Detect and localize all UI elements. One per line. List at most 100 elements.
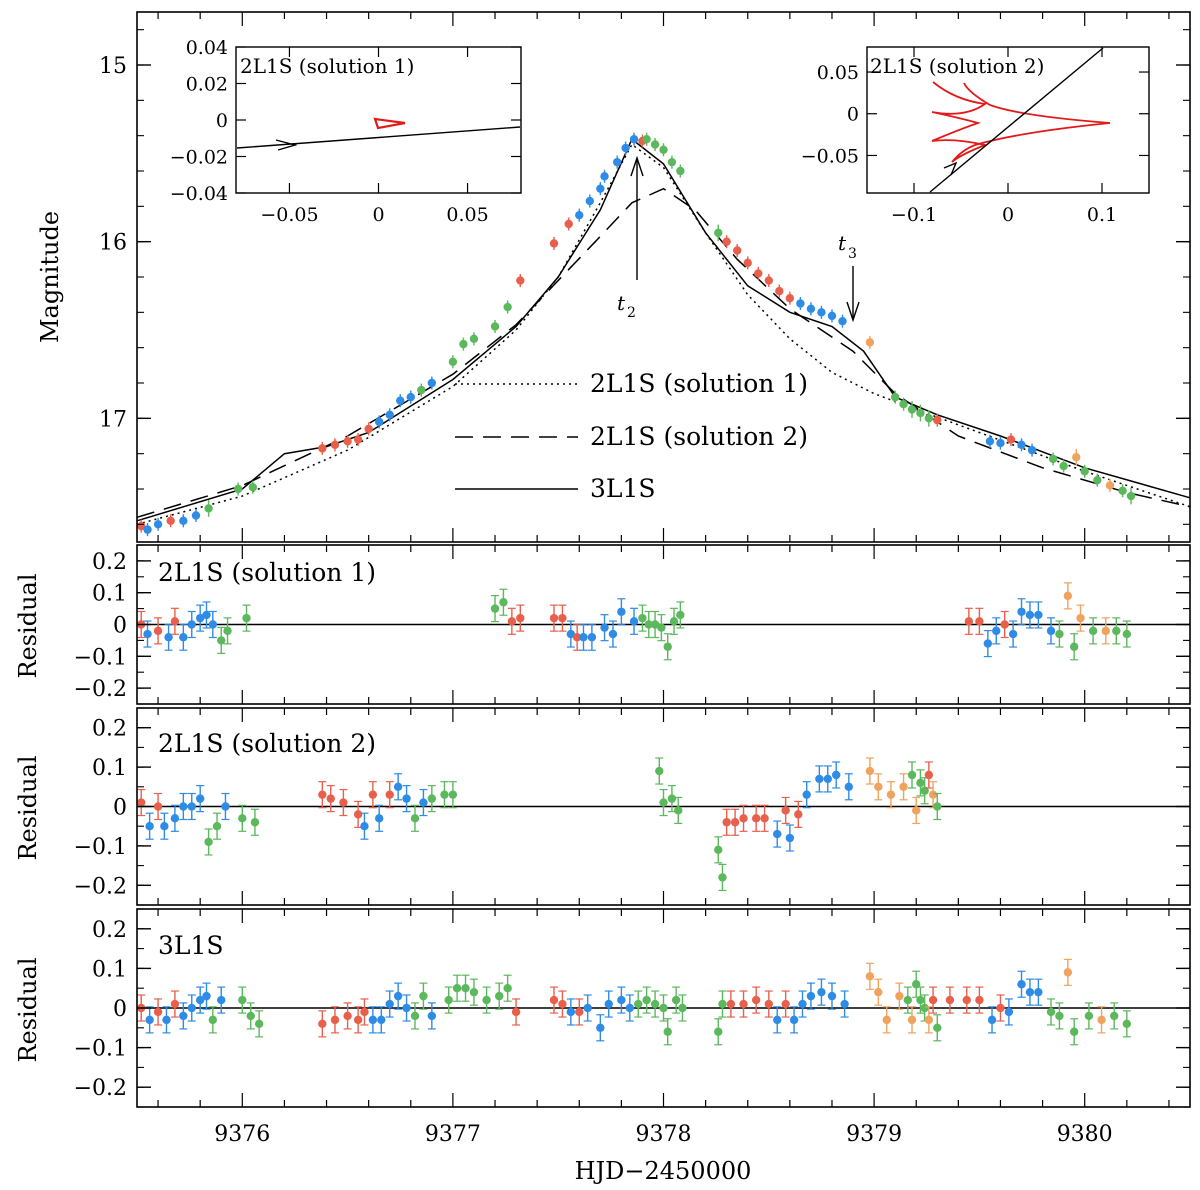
residual-point [410, 1011, 420, 1021]
magnitude-point [985, 437, 995, 446]
inset1-trajectory-arrow [275, 139, 298, 151]
residual-point [170, 814, 180, 823]
annotation-t2: t 2 [617, 155, 644, 321]
residual-point [223, 626, 232, 636]
residual-point [558, 613, 567, 623]
residual-point [448, 790, 458, 799]
magnitude-point [248, 483, 258, 492]
residual-point [353, 1015, 363, 1025]
magnitude-point [907, 405, 917, 414]
inset-x-tick-label: 0.05 [446, 204, 488, 226]
residual-point [170, 999, 180, 1009]
residual-point [402, 794, 411, 803]
inset-y-tick-label: 0.05 [817, 62, 859, 84]
residual-point [815, 774, 824, 784]
magnitude-point [1118, 486, 1127, 495]
magnitude-point [143, 525, 152, 534]
residual-tick-label: 0.2 [92, 550, 127, 575]
residual-point [1069, 1027, 1079, 1036]
residual-point [781, 806, 790, 815]
magnitude-point [1027, 445, 1037, 455]
residual-point [1046, 626, 1056, 636]
residual-point [137, 798, 146, 807]
residual-point [874, 782, 883, 791]
inset-y-tick-label: −0.04 [170, 183, 228, 205]
residual-point [187, 620, 196, 629]
residual-point [318, 1019, 327, 1029]
residual-point [516, 613, 525, 623]
inset-y-tick-label: −0.02 [170, 147, 228, 169]
magnitude-point [1048, 454, 1058, 464]
top-axis-ticks: 15 16 17 [99, 29, 1190, 525]
residual-point [1063, 591, 1073, 601]
residual-point [781, 999, 790, 1009]
inset-x-tick-label: 0 [372, 204, 384, 226]
inset1-label: 2L1S (solution 1) [240, 54, 414, 78]
residual-point [650, 620, 660, 629]
magnitude-tick-label: 16 [99, 231, 127, 256]
residual-point [634, 999, 643, 1009]
residual-point [1004, 1007, 1014, 1017]
residual-point [975, 617, 984, 626]
residual-point [353, 810, 363, 819]
residual-point [644, 620, 653, 629]
residual-point [1017, 607, 1026, 616]
residual-point [444, 995, 453, 1005]
residual-tick-label: 0 [113, 997, 127, 1022]
magnitude-point [916, 408, 925, 418]
residual-point [844, 782, 854, 791]
magnitude-point [1126, 491, 1136, 501]
residual-point [1097, 1015, 1106, 1025]
magnitude-point [676, 166, 685, 176]
residual-point [659, 1003, 668, 1013]
magnitude-point [585, 196, 594, 206]
inset-y-tick-label: 0 [216, 110, 228, 132]
residual-point [751, 995, 761, 1005]
residual-point [674, 806, 683, 815]
residual-point [975, 995, 984, 1005]
residual-point [330, 1015, 340, 1025]
inset-y-tick-label: 0 [847, 104, 859, 126]
residual-point [208, 620, 218, 629]
residual-point [187, 1003, 196, 1013]
residual-point [195, 794, 205, 803]
inset2-trajectory-arrow [943, 161, 958, 176]
legend: 2L1S (solution 1) 2L1S (solution 2) 3L1S [455, 369, 808, 503]
residual-point [625, 1003, 635, 1013]
magnitude-point [838, 316, 847, 326]
inset2-label: 2L1S (solution 2) [870, 54, 1044, 78]
legend-label-solution2: 2L1S (solution 2) [590, 422, 808, 451]
residual-point [360, 1007, 369, 1017]
inset-solution1: −0.05 0 0.05 0.04 0.02 0 −0.02 −0.04 2L1S (solu… [170, 37, 522, 226]
magnitude-point [806, 304, 816, 313]
x-tick-label: 9376 [214, 1122, 270, 1147]
residual-point [162, 1015, 171, 1025]
residual-point [566, 629, 576, 639]
magnitude-point [1105, 481, 1115, 490]
residual-point [726, 999, 736, 1009]
residual-point [482, 995, 491, 1005]
residual-point [608, 629, 618, 639]
inset1-ticks: −0.05 0 0.05 0.04 0.02 0 −0.02 −0.04 [170, 37, 521, 226]
residual-point [1008, 629, 1018, 639]
residual-point [678, 1003, 687, 1013]
magnitude-point [1080, 467, 1089, 476]
magnitude-point [353, 435, 363, 444]
residual-point [368, 790, 378, 799]
residual-point [1034, 987, 1043, 997]
residual-point [642, 995, 651, 1005]
residual-point [1025, 610, 1035, 620]
residual-point [1122, 1019, 1132, 1029]
residual-point [579, 633, 588, 642]
residual-point [928, 995, 938, 1005]
magnitude-point [204, 504, 213, 513]
residual-point [596, 1023, 605, 1032]
magnitude-point [459, 339, 468, 349]
residual-point [924, 770, 934, 780]
magnitude-point [714, 228, 723, 238]
residual-point [1063, 968, 1073, 977]
magnitude-point [179, 516, 188, 525]
model-curves [136, 138, 1191, 526]
magnitude-point [764, 276, 773, 285]
residual-point [202, 610, 211, 620]
